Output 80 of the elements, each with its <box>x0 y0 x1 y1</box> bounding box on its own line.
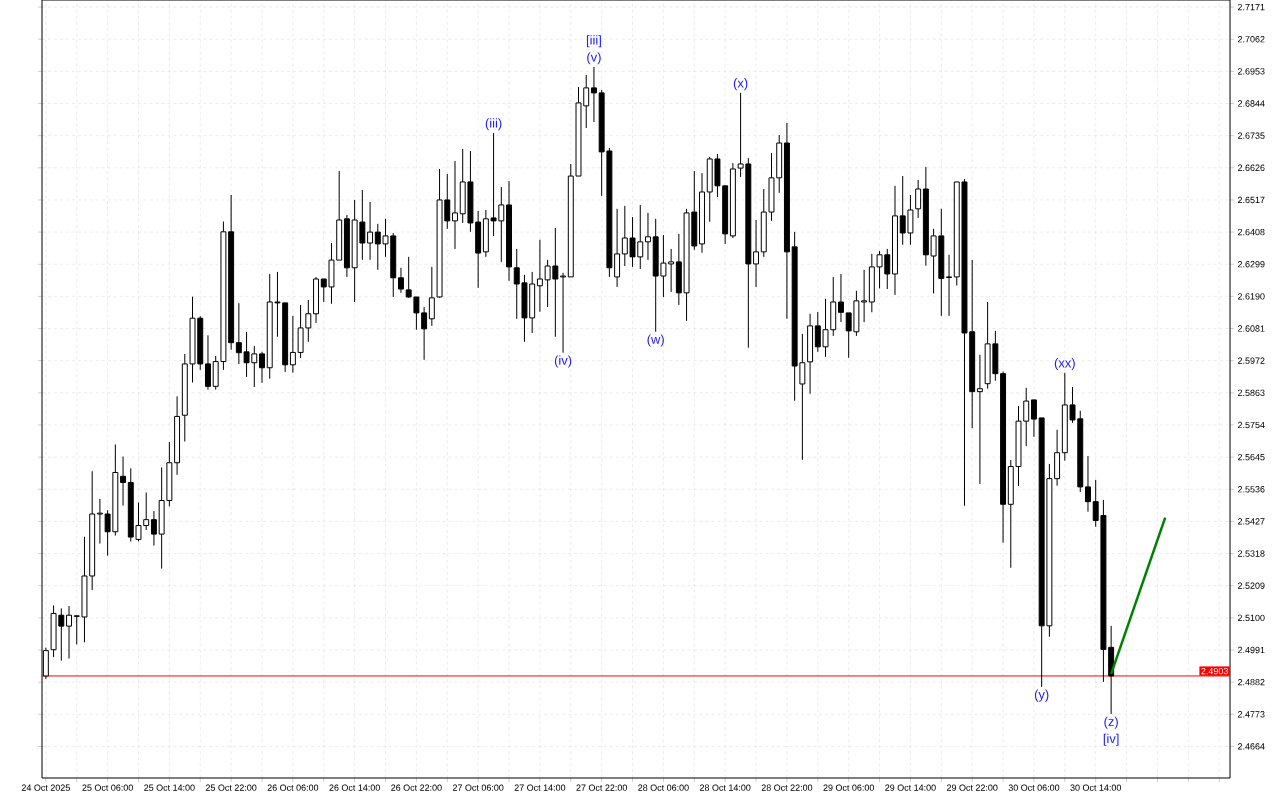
y-tick-label: 2.5972 <box>1237 357 1265 364</box>
annotation: [iii] <box>586 35 601 48</box>
annotation: (x) <box>733 78 748 91</box>
annotation: (y) <box>1034 689 1049 702</box>
candlestick <box>313 276 320 324</box>
y-tick-label: 2.4991 <box>1237 646 1265 654</box>
y-tick-label: 2.6190 <box>1237 293 1265 300</box>
candlestick <box>892 185 898 296</box>
annotation: (iv) <box>554 355 572 368</box>
candlestick <box>699 172 705 254</box>
y-tick-label: 2.6408 <box>1237 228 1265 236</box>
x-tick-label: 29 Oct 06:00 <box>823 784 874 791</box>
y-tick-label: 2.6953 <box>1237 68 1265 75</box>
candlestick <box>120 456 127 506</box>
candlestick <box>976 354 983 485</box>
x-tick-label: 26 Oct 22:00 <box>391 784 442 791</box>
y-tick-label: 2.5754 <box>1237 421 1265 429</box>
x-tick-label: 28 Oct 06:00 <box>638 784 689 791</box>
candlestick <box>837 273 844 323</box>
annotation: [iv] <box>1103 733 1119 746</box>
y-tick-label: 2.6517 <box>1237 196 1265 204</box>
candlestick <box>807 313 814 395</box>
x-tick-label: 28 Oct 14:00 <box>699 784 751 791</box>
candlestick <box>753 219 760 288</box>
annotation: (z) <box>1104 716 1118 729</box>
ref-line-label: 2.4903 <box>1201 667 1228 675</box>
x-tick-label: 28 Oct 22:00 <box>761 784 813 791</box>
y-tick-label: 2.6081 <box>1237 325 1265 332</box>
candlestick <box>783 122 790 320</box>
annotation: (iii) <box>485 118 502 131</box>
y-tick-label: 2.5100 <box>1237 614 1265 622</box>
x-tick-label: 30 Oct 14:00 <box>1070 784 1122 791</box>
y-tick-label: 2.4773 <box>1237 711 1265 718</box>
candlestick <box>343 214 350 278</box>
candlestick <box>590 66 597 123</box>
candlestick <box>150 510 157 547</box>
candlestick <box>174 395 181 476</box>
x-tick-label: 27 Oct 22:00 <box>576 784 627 791</box>
y-tick-label: 2.5209 <box>1237 582 1265 589</box>
candlestick <box>506 180 512 282</box>
y-tick-label: 2.4664 <box>1237 743 1265 750</box>
y-tick-label: 2.6844 <box>1237 100 1265 107</box>
candlestick <box>1000 371 1007 544</box>
candlestick <box>946 254 952 317</box>
candlestick <box>397 267 404 294</box>
annotation: (v) <box>587 52 601 65</box>
y-tick-label: 2.5863 <box>1237 389 1265 397</box>
candlestick <box>259 351 265 384</box>
x-tick-label: 26 Oct 06:00 <box>267 784 319 791</box>
annotation: (xx) <box>1054 358 1075 371</box>
y-tick-label: 2.5645 <box>1237 453 1265 461</box>
candlestick <box>614 208 621 288</box>
x-tick-label: 27 Oct 06:00 <box>452 784 504 791</box>
x-tick-label: 26 Oct 14:00 <box>329 784 380 791</box>
x-tick-label: 27 Oct 14:00 <box>514 784 566 791</box>
x-tick-label: 25 Oct 22:00 <box>205 784 257 791</box>
candlestick <box>1085 455 1091 513</box>
x-tick-label: 25 Oct 14:00 <box>144 784 195 791</box>
x-tick-label: 29 Oct 14:00 <box>885 784 936 791</box>
candlestick <box>205 334 211 391</box>
candlestick <box>66 605 72 660</box>
y-tick-label: 2.7171 <box>1237 3 1265 11</box>
y-tick-label: 2.6299 <box>1237 261 1265 268</box>
candlestick <box>645 212 651 261</box>
x-tick-label: 29 Oct 22:00 <box>946 784 998 791</box>
y-tick-label: 2.7062 <box>1237 36 1265 43</box>
y-tick-label: 2.5536 <box>1237 486 1265 493</box>
annotation: (w) <box>647 334 664 347</box>
y-tick-label: 2.6626 <box>1237 164 1265 171</box>
x-tick-label: 24 Oct 2025 <box>21 784 70 791</box>
y-tick-label: 2.5427 <box>1237 518 1265 525</box>
candlestick <box>560 272 567 354</box>
candlestick <box>367 201 374 261</box>
candlestick <box>452 160 458 250</box>
y-tick-label: 2.6735 <box>1237 132 1265 139</box>
x-tick-label: 30 Oct 06:00 <box>1008 784 1060 791</box>
y-tick-label: 2.4882 <box>1237 678 1265 686</box>
y-tick-label: 2.5318 <box>1237 550 1265 557</box>
candlestick <box>536 239 543 313</box>
x-tick-label: 25 Oct 06:00 <box>82 784 133 791</box>
